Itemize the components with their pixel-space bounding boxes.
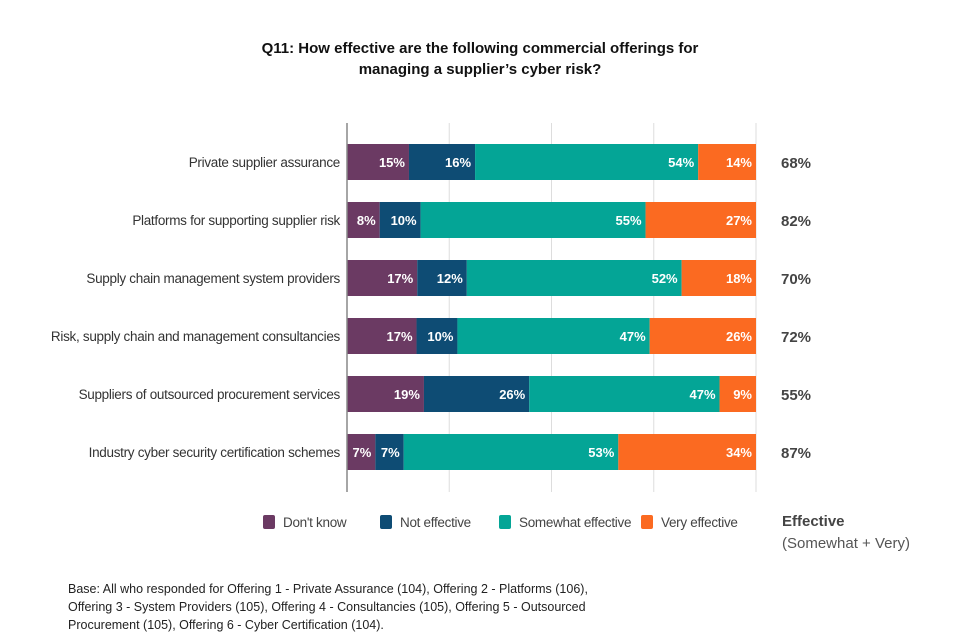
category-label: Risk, supply chain and management consul…: [51, 329, 341, 344]
legend-label: Very effective: [661, 515, 738, 530]
effective-total-label: 55%: [781, 387, 811, 404]
data-label: 47%: [620, 329, 646, 344]
bar-segment: [649, 318, 756, 354]
legend-swatch: [499, 515, 511, 529]
data-label: 27%: [726, 213, 752, 228]
data-label: 53%: [588, 445, 614, 460]
data-label: 55%: [616, 213, 642, 228]
data-label: 12%: [437, 271, 463, 286]
legend-swatch: [641, 515, 653, 529]
bar-segment: [719, 376, 756, 412]
effective-total-label: 82%: [781, 213, 811, 230]
data-label: 52%: [652, 271, 678, 286]
data-label: 9%: [733, 387, 752, 402]
legend-swatch: [263, 515, 275, 529]
data-label: 17%: [387, 271, 413, 286]
chart-title: Q11: How effective are the following com…: [0, 38, 960, 80]
data-label: 10%: [391, 213, 417, 228]
base-note-line: Procurement (105), Offering 6 - Cyber Ce…: [68, 618, 384, 632]
bar-segment: [347, 144, 409, 180]
category-label: Suppliers of outsourced procurement serv…: [79, 387, 341, 402]
data-label: 8%: [357, 213, 376, 228]
data-label: 34%: [726, 445, 752, 460]
data-label: 47%: [690, 387, 716, 402]
bar-segment: [408, 144, 476, 180]
data-label: 17%: [386, 329, 412, 344]
legend-swatch: [380, 515, 392, 529]
bar-segment: [423, 376, 530, 412]
data-label: 7%: [381, 445, 400, 460]
data-label: 15%: [379, 155, 405, 170]
bar-segment: [466, 260, 682, 296]
base-note-line: Offering 3 - System Providers (105), Off…: [68, 600, 586, 614]
category-label: Private supplier assurance: [189, 155, 340, 170]
bar-segment: [417, 260, 467, 296]
data-label: 16%: [445, 155, 471, 170]
effective-total-label: 70%: [781, 271, 811, 288]
data-label: 14%: [726, 155, 752, 170]
effective-total-label: 72%: [781, 329, 811, 346]
bar-segment: [475, 144, 699, 180]
bar-segment: [347, 260, 418, 296]
data-label: 54%: [668, 155, 694, 170]
category-label: Platforms for supporting supplier risk: [132, 213, 340, 228]
legend-label: Don't know: [283, 515, 347, 530]
data-label: 19%: [394, 387, 420, 402]
bar-segment: [347, 202, 380, 238]
data-label: 26%: [499, 387, 525, 402]
base-note: Base: All who responded for Offering 1 -…: [68, 580, 668, 634]
category-label: Supply chain management system providers: [86, 271, 340, 286]
chart-title-line-1: Q11: How effective are the following com…: [261, 40, 699, 57]
effective-total-label: 68%: [781, 155, 811, 172]
base-note-line: Base: All who responded for Offering 1 -…: [68, 582, 588, 596]
category-label: Industry cyber security certification sc…: [89, 445, 341, 460]
bar-segment: [529, 376, 720, 412]
bar-segment: [347, 376, 424, 412]
bar-segment: [457, 318, 650, 354]
data-label: 7%: [353, 445, 372, 460]
legend-label: Somewhat effective: [519, 515, 631, 530]
effective-legend: Effective (Somewhat + Very): [782, 511, 910, 555]
bar-segment: [698, 144, 756, 180]
bar-segment: [379, 202, 421, 238]
bar-segment: [403, 434, 619, 470]
effective-total-label: 87%: [781, 445, 811, 462]
data-label: 18%: [726, 271, 752, 286]
bar-segment: [681, 260, 756, 296]
bar-segment: [416, 318, 458, 354]
legend-label: Not effective: [400, 515, 471, 530]
bar-segment: [375, 434, 404, 470]
bar-segment: [618, 434, 756, 470]
data-label: 10%: [427, 329, 453, 344]
bar-segment: [420, 202, 646, 238]
bar-segment: [347, 318, 417, 354]
effective-legend-title: Effective: [782, 513, 845, 530]
data-label: 26%: [726, 329, 752, 344]
bar-segment: [347, 434, 376, 470]
effective-legend-subtitle: (Somewhat + Very): [782, 535, 910, 552]
bar-segment: [645, 202, 756, 238]
chart-title-line-2: managing a supplier’s cyber risk?: [358, 61, 602, 78]
